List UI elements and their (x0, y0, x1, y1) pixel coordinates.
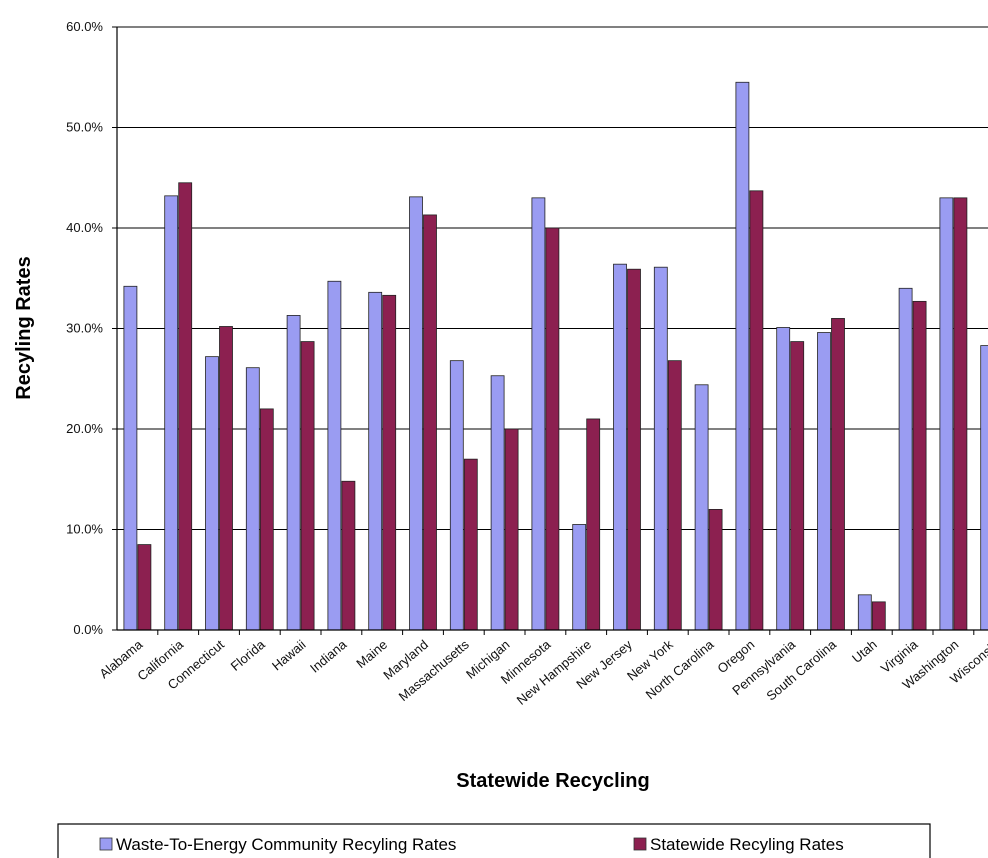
bar-wte (735, 81, 750, 631)
y-axis-title: Recyling Rates (13, 256, 35, 399)
bar-wte (490, 375, 505, 631)
bar-wte (409, 196, 423, 631)
y-tick-label: 20.0% (66, 421, 103, 436)
y-tick-label: 50.0% (66, 120, 103, 135)
y-tick-label: 10.0% (66, 522, 103, 537)
bar-wte (776, 327, 791, 631)
bar-statewide (423, 214, 437, 631)
bar-wte (164, 195, 179, 631)
bar-wte (572, 524, 587, 631)
x-category-label: South Carolina (763, 636, 839, 703)
bar-wte (939, 197, 954, 631)
x-category-label: Massachusetts (396, 636, 472, 704)
bar-statewide (137, 544, 152, 631)
x-category-label: Indiana (307, 636, 350, 675)
bars (123, 81, 988, 631)
bar-wte (653, 266, 668, 631)
bar-wte (531, 197, 546, 631)
legend-swatch-wte (99, 837, 113, 851)
bar-wte (980, 345, 988, 631)
bar-statewide (708, 508, 723, 631)
bar-wte (898, 287, 913, 631)
bar-statewide (667, 360, 682, 631)
bar-statewide (749, 190, 764, 631)
bar-wte (817, 332, 831, 631)
legend-box (57, 823, 931, 858)
x-category-label: Florida (228, 636, 269, 674)
x-category-label: Hawaii (269, 637, 309, 674)
bar-statewide (382, 294, 397, 631)
bar-statewide (504, 428, 519, 631)
legend: Waste-To-Energy Community Recyling Rates… (57, 823, 931, 858)
legend-label-wte: Waste-To-Energy Community Recyling Rates (116, 835, 456, 854)
bar-statewide (178, 182, 193, 631)
bar-wte (245, 367, 260, 631)
bar-wte (123, 285, 138, 631)
legend-swatch-statewide (633, 837, 647, 851)
y-tick-label: 60.0% (66, 19, 103, 34)
y-tick-label: 40.0% (66, 220, 103, 235)
bar-statewide (341, 480, 356, 631)
bar-wte (694, 384, 709, 631)
y-tick-label: 0.0% (73, 622, 103, 637)
x-axis-title: Statewide Recycling (456, 770, 649, 792)
bar-statewide (300, 341, 315, 631)
bar-statewide (790, 341, 805, 631)
x-category-label: Maine (353, 637, 390, 671)
bar-wte (286, 315, 301, 631)
bar-wte (613, 263, 627, 631)
y-tick-labels: 0.0% 10.0% 20.0% 30.0% 40.0% 50.0% 60.0% (66, 19, 117, 637)
bar-statewide (871, 601, 886, 631)
bar-wte (368, 291, 383, 631)
bar-statewide (219, 326, 233, 631)
legend-label-statewide: Statewide Recyling Rates (650, 835, 844, 854)
bar-wte (857, 594, 872, 631)
bar-wte (449, 360, 464, 631)
bar-statewide (953, 197, 968, 631)
y-tick-label: 30.0% (66, 321, 103, 336)
bar-statewide (259, 408, 274, 631)
bar-wte (327, 280, 342, 631)
bar-statewide (831, 318, 845, 631)
bar-statewide (912, 300, 927, 631)
bar-statewide (627, 268, 641, 631)
x-category-label: Utah (849, 637, 880, 666)
bar-statewide (463, 458, 478, 631)
bar-statewide (586, 418, 601, 631)
bar-wte (205, 356, 219, 631)
bar-statewide (545, 227, 560, 631)
